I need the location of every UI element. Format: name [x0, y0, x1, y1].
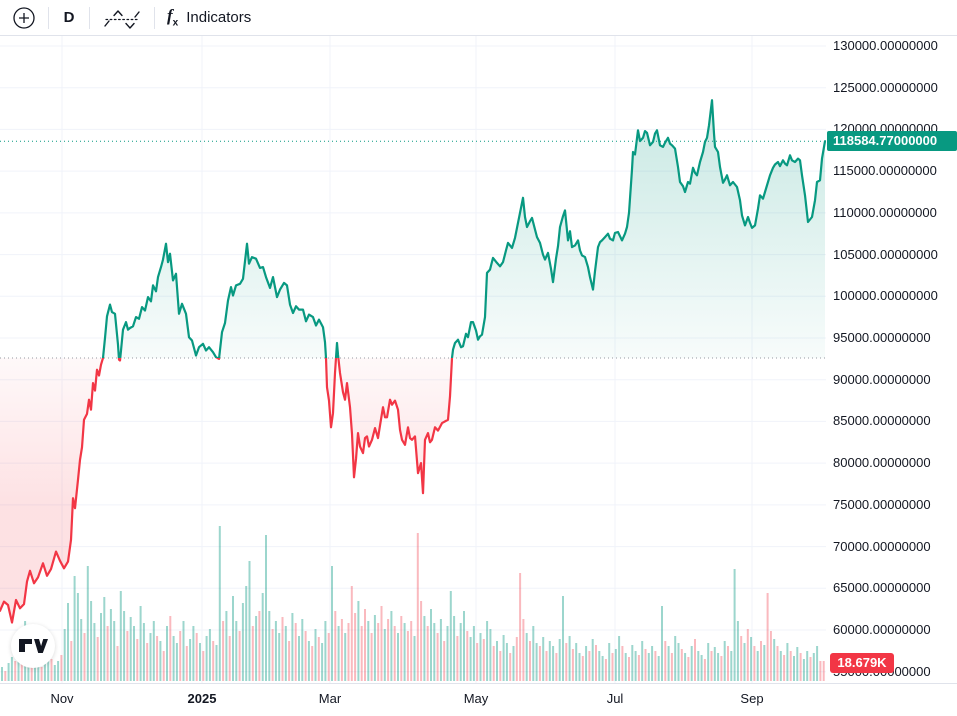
- fx-icon: fx: [167, 6, 179, 29]
- toolbar-separator: [154, 6, 155, 29]
- indicators-label: Indicators: [186, 9, 252, 26]
- price-tick-label: 115000.00000000: [833, 163, 937, 179]
- price-tick-label: 60000.00000000: [833, 622, 931, 637]
- price-tick-label: 80000.00000000: [833, 455, 931, 471]
- time-tick-label: May: [463, 691, 489, 706]
- price-chart-canvas: [0, 36, 826, 683]
- indicators-button[interactable]: fx Indicators: [161, 4, 257, 32]
- tradingview-logo[interactable]: [11, 624, 55, 668]
- chart-toolbar: D fx Indicators: [0, 0, 957, 36]
- add-compare-button[interactable]: [6, 4, 42, 32]
- price-tick-label: 70000.00000000: [833, 538, 931, 554]
- chart-style-button[interactable]: [96, 4, 148, 32]
- baseline-style-icon: [104, 9, 140, 29]
- time-tick-label: Nov: [50, 691, 74, 706]
- toolbar-separator: [48, 6, 49, 29]
- price-tick-label: 130000.00000000: [833, 38, 938, 53]
- price-tick-label: 65000.00000000: [833, 580, 931, 596]
- tradingview-logo-mark: [19, 639, 48, 653]
- price-axis[interactable]: 130000.00000000 125000.00000000 120000.000…: [826, 36, 957, 683]
- time-tick-label: 2025: [187, 691, 217, 706]
- price-tick-label: 75000.00000000: [833, 496, 931, 512]
- timeframe-label: D: [63, 9, 75, 26]
- plus-circle-icon: [13, 6, 35, 29]
- price-tick-label: 90000.00000000: [833, 371, 931, 387]
- price-tick-label: 125000.00000000: [833, 79, 938, 95]
- price-tick-label: 85000.00000000: [833, 413, 931, 429]
- timeframe-button[interactable]: D: [55, 4, 83, 32]
- last-volume-badge: 18.679K: [830, 653, 894, 673]
- time-tick-label: Mar: [318, 691, 342, 706]
- last-price-badge: 118584.77000000: [827, 131, 957, 152]
- time-tick-label: Sep: [740, 691, 764, 706]
- price-tick-label: 105000.00000000: [833, 246, 938, 262]
- price-tick-label: 95000.00000000: [833, 330, 931, 345]
- toolbar-separator: [89, 6, 90, 29]
- price-tick-label: 100000.00000000: [833, 288, 938, 304]
- time-axis[interactable]: Nov 2025 Mar May Jul Sep: [0, 683, 957, 716]
- chart-pane[interactable]: [0, 36, 827, 683]
- time-tick-label: Jul: [606, 691, 624, 706]
- price-tick-label: 110000.00000000: [833, 204, 937, 220]
